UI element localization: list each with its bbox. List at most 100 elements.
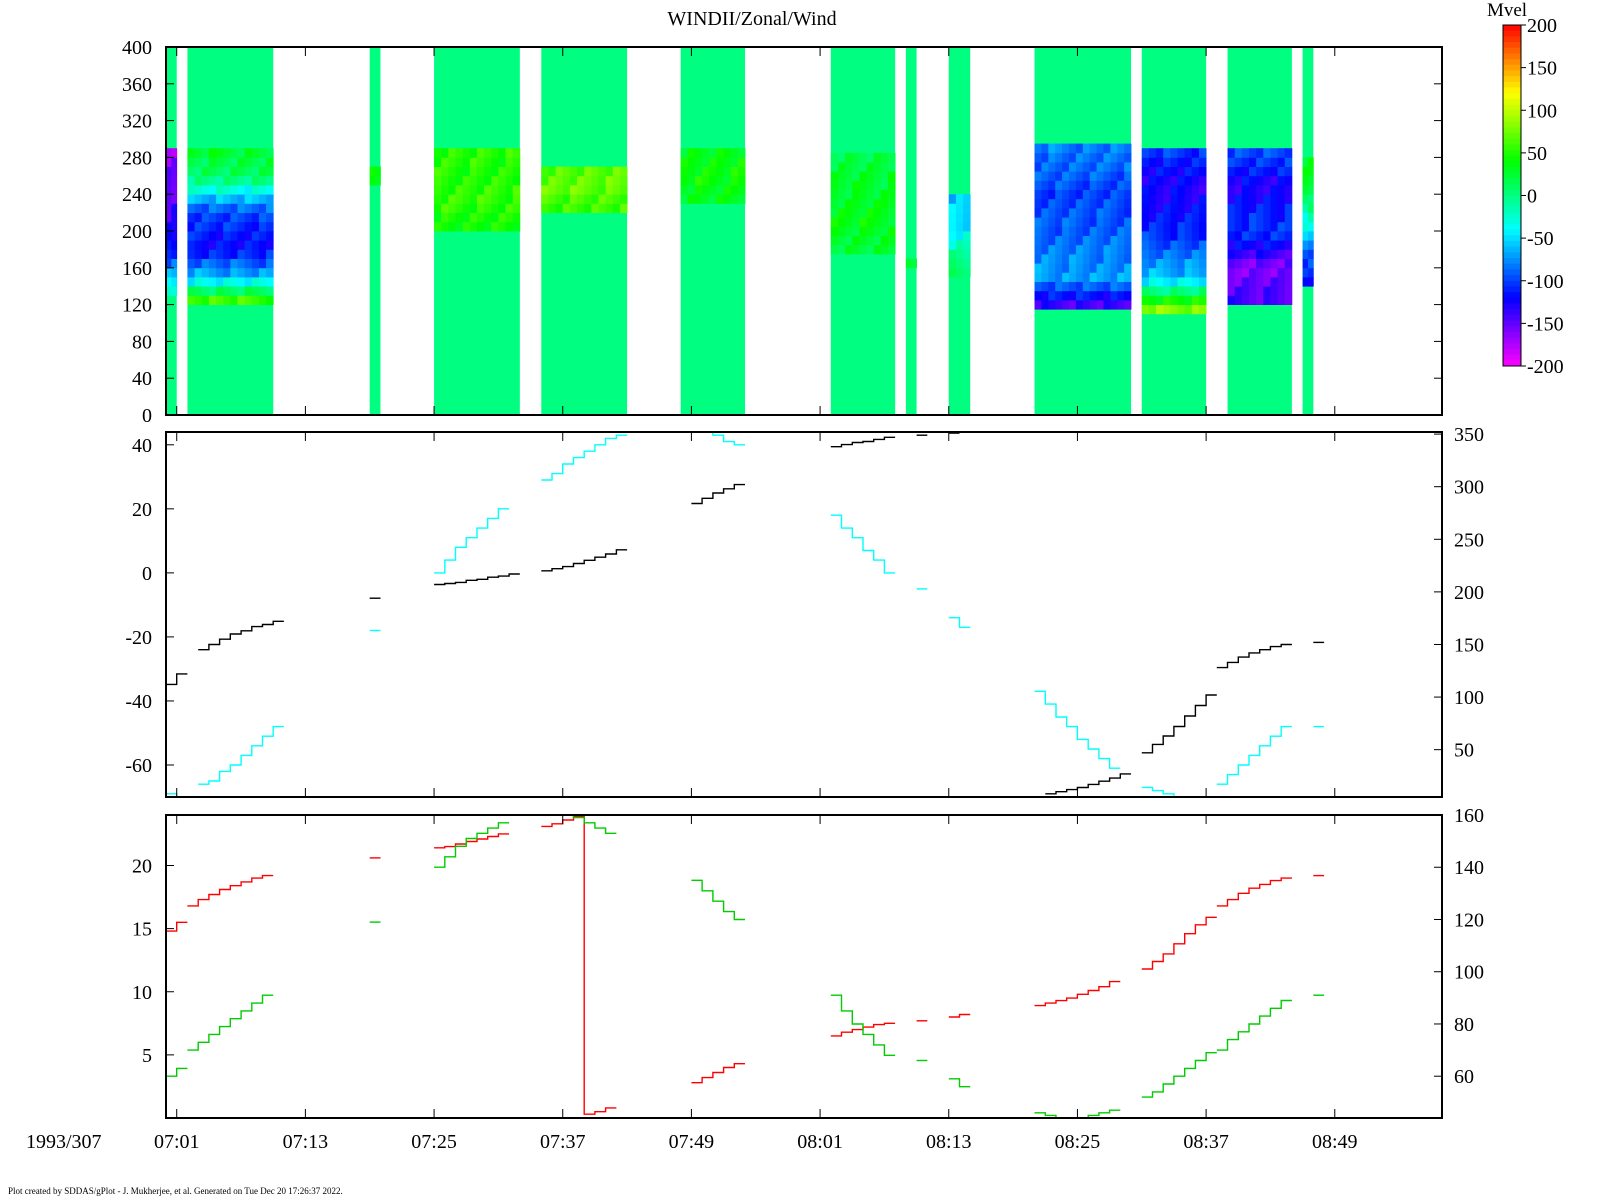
heatmap-cell: [194, 221, 203, 232]
heatmap-cell: [223, 295, 231, 305]
heatmap-cell: [1103, 300, 1111, 310]
y-tick-right-label: 250: [1454, 529, 1484, 551]
heatmap-cell: [694, 166, 703, 177]
heatmap-cell: [1041, 263, 1049, 273]
heatmap-cell: [208, 203, 217, 213]
heatmap-cell: [187, 267, 195, 278]
heatmap-cell: [1075, 281, 1084, 292]
heatmap-cell: [1110, 171, 1118, 181]
colorbar-cell: [1503, 286, 1521, 293]
heatmap-cell: [1141, 286, 1150, 296]
heatmap-cell: [859, 171, 867, 181]
heatmap-cell: [1198, 194, 1207, 204]
y-tick-label: 400: [122, 37, 152, 59]
heatmap-cell: [166, 212, 172, 223]
heatmap-cell: [1191, 157, 1200, 167]
series-line: [1141, 786, 1207, 797]
heatmap-cell: [208, 212, 217, 223]
heatmap-cell: [1302, 221, 1309, 232]
heatmap-cell: [830, 226, 839, 236]
heatmap-cell: [1041, 152, 1049, 163]
series-line: [166, 921, 188, 932]
heatmap-cell: [1117, 235, 1125, 246]
heatmap-cell: [166, 185, 172, 195]
heatmap-cell: [1124, 300, 1132, 310]
heatmap-cell: [955, 194, 964, 204]
heatmap-cell: [434, 194, 442, 204]
heatmap-cell: [1177, 175, 1186, 186]
heatmap-cell: [1170, 157, 1178, 167]
heatmap-cell: [1227, 267, 1236, 278]
heatmap-cell: [208, 157, 217, 167]
heatmap-cell: [709, 175, 717, 186]
heatmap-cell: [880, 208, 889, 218]
heatmap-cell: [1069, 180, 1077, 190]
heatmap-cell: [171, 166, 178, 177]
heatmap-cell: [1241, 249, 1250, 259]
y-tick-right-label: 150: [1454, 634, 1484, 656]
heatmap-cell: [258, 231, 267, 241]
heatmap-cell: [216, 175, 224, 186]
heatmap-cell: [562, 185, 571, 195]
heatmap-cell: [1284, 240, 1293, 250]
heatmap-cell: [1096, 226, 1104, 236]
heatmap-cell: [887, 162, 896, 172]
heatmap-cell: [171, 221, 178, 232]
heatmap-cell: [737, 157, 746, 167]
heatmap-cell: [498, 185, 506, 195]
heatmap-cell: [448, 194, 456, 204]
heatmap-cell: [441, 157, 449, 167]
heatmap-cell: [469, 221, 478, 232]
colorbar-cell: [1503, 206, 1521, 214]
heatmap-cell: [1069, 226, 1077, 236]
heatmap-cell: [194, 231, 203, 241]
heatmap-cell: [837, 208, 846, 218]
heatmap-cell: [1041, 272, 1049, 282]
heatmap-cell: [266, 249, 274, 259]
heatmap-cell: [730, 194, 739, 204]
heatmap-cell: [948, 194, 957, 204]
heatmap-cell: [1191, 166, 1200, 177]
heatmap-cell: [1270, 203, 1278, 213]
heatmap-cell: [1170, 212, 1178, 223]
heatmap-cell: [584, 203, 592, 213]
heatmap-cell: [223, 231, 231, 241]
heatmap-cell: [1069, 217, 1077, 227]
heatmap-cell: [1062, 300, 1070, 310]
heatmap-cell: [577, 175, 585, 186]
heatmap-cell: [1191, 194, 1200, 204]
heatmap-cell: [484, 212, 492, 223]
heatmap-cell: [1248, 231, 1257, 241]
heatmap-cell: [1163, 203, 1171, 213]
heatmap-cell: [1041, 290, 1049, 301]
heatmap-cell: [1241, 194, 1250, 204]
heatmap-cell: [194, 148, 203, 158]
heatmap-cell: [1124, 162, 1132, 172]
heatmap-cell: [1141, 231, 1150, 241]
x-tick-label: 07:01: [154, 1131, 200, 1153]
heatmap-cell: [1062, 208, 1070, 218]
heatmap-cell: [462, 157, 471, 167]
heatmap-cell: [266, 258, 274, 269]
heatmap-cell: [258, 194, 267, 204]
heatmap-cell: [1055, 189, 1063, 200]
heatmap-cell: [1141, 277, 1150, 287]
heatmap-cell: [441, 212, 449, 223]
heatmap-cell: [1163, 249, 1171, 259]
heatmap-cell: [1055, 235, 1063, 246]
heatmap-cell: [1041, 235, 1049, 246]
heatmap-cell: [1117, 281, 1125, 292]
heatmap-cell: [166, 277, 172, 287]
heatmap-cell: [1110, 281, 1118, 292]
heatmap-cell: [859, 208, 867, 218]
heatmap-cell: [1082, 189, 1091, 200]
heatmap-cell: [1075, 143, 1084, 154]
colorbar-cell: [1503, 252, 1521, 259]
heatmap-cell: [911, 258, 917, 269]
heatmap-cell: [1141, 175, 1150, 186]
heatmap-cell: [830, 171, 839, 181]
heatmap-cell: [1241, 267, 1250, 278]
heatmap-cell: [448, 185, 456, 195]
heatmap-cell: [948, 231, 957, 241]
heatmap-cell: [1198, 231, 1207, 241]
